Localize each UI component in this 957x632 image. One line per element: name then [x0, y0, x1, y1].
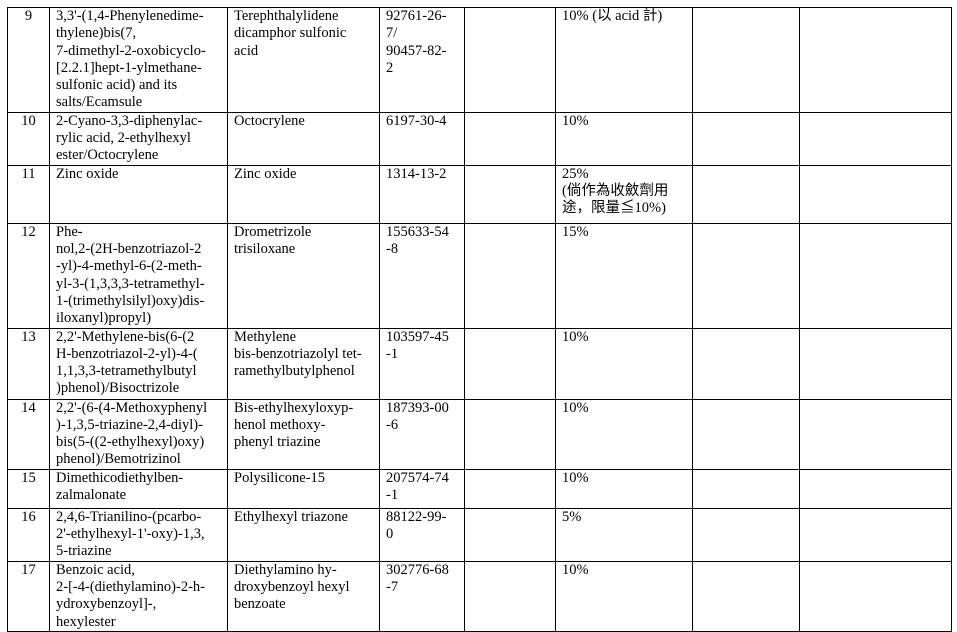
- chemical-name: 2,2'-Methylene-bis(6-(2 H-benzotriazol-2…: [49, 327, 228, 400]
- empty-cell: [692, 327, 800, 400]
- empty-cell: [692, 560, 800, 632]
- concentration-limit: 10%: [555, 398, 693, 470]
- empty-cell: [692, 111, 800, 166]
- empty-cell: [799, 327, 952, 400]
- concentration-limit: 15%: [555, 222, 693, 329]
- table-row: 15 Dimethicodiethylben- zalmalonate Polysi…: [7, 468, 952, 509]
- row-number: 12: [7, 222, 50, 329]
- cas-number: 302776-68 -7: [379, 560, 465, 632]
- cas-number: 103597-45 -1: [379, 327, 465, 400]
- inci-name: Diethylamino hy- droxybenzoyl hexyl benz…: [227, 560, 380, 632]
- row-number: 15: [7, 468, 50, 509]
- row-number: 11: [7, 164, 50, 224]
- cas-number: 187393-00 -6: [379, 398, 465, 470]
- empty-cell: [799, 398, 952, 470]
- inci-name: Bis-ethylhexyloxyp- henol methoxy- pheny…: [227, 398, 380, 470]
- concentration-limit: 10%: [555, 560, 693, 632]
- inci-name: Drometrizole trisiloxane: [227, 222, 380, 329]
- cas-number: 207574-74 -1: [379, 468, 465, 509]
- cas-number: 88122-99- 0: [379, 507, 465, 562]
- inci-name: Ethylhexyl triazone: [227, 507, 380, 562]
- empty-cell: [692, 507, 800, 562]
- chemical-name: 2-Cyano-3,3-diphenylac- rylic acid, 2-et…: [49, 111, 228, 166]
- cas-number: 1314-13-2: [379, 164, 465, 224]
- empty-cell: [799, 507, 952, 562]
- empty-cell: [799, 222, 952, 329]
- concentration-limit: 10% (以 acid 計): [555, 7, 693, 113]
- empty-cell: [692, 468, 800, 509]
- empty-cell: [799, 111, 952, 166]
- empty-cell: [692, 398, 800, 470]
- empty-cell: [464, 398, 556, 470]
- row-number: 14: [7, 398, 50, 470]
- chemical-name: Phe- nol,2-(2H-benzotriazol-2 -yl)-4-met…: [49, 222, 228, 329]
- cas-number: 92761-26- 7/ 90457-82- 2: [379, 7, 465, 113]
- table-row: 13 2,2'-Methylene-bis(6-(2 H-benzotriazol…: [7, 327, 952, 400]
- inci-name: Terephthalylidene dicamphor sulfonic aci…: [227, 7, 380, 113]
- table-row: 9 3,3'-(1,4-Phenylenedime- thylene)bis(7,…: [7, 7, 952, 113]
- concentration-limit: 10%: [555, 327, 693, 400]
- empty-cell: [799, 7, 952, 113]
- empty-cell: [464, 111, 556, 166]
- inci-name: Polysilicone-15: [227, 468, 380, 509]
- chemical-name: 3,3'-(1,4-Phenylenedime- thylene)bis(7, …: [49, 7, 228, 113]
- empty-cell: [464, 327, 556, 400]
- empty-cell: [799, 468, 952, 509]
- empty-cell: [799, 164, 952, 224]
- chemical-name: 2,2'-(6-(4-Methoxyphenyl )-1,3,5-triazin…: [49, 398, 228, 470]
- concentration-limit: 10%: [555, 468, 693, 509]
- table-row: 17 Benzoic acid, 2-[-4-(diethylamino)-2-h…: [7, 560, 952, 632]
- empty-cell: [464, 222, 556, 329]
- row-number: 10: [7, 111, 50, 166]
- concentration-limit: 10%: [555, 111, 693, 166]
- row-number: 9: [7, 7, 50, 113]
- table-row: 11 Zinc oxide Zinc oxide 1314-13-2 25% (倘作為收…: [7, 164, 952, 224]
- empty-cell: [464, 560, 556, 632]
- empty-cell: [692, 222, 800, 329]
- empty-cell: [692, 7, 800, 113]
- row-number: 17: [7, 560, 50, 632]
- empty-cell: [692, 164, 800, 224]
- row-number: 16: [7, 507, 50, 562]
- concentration-limit: 25% (倘作為收斂劑用 途，限量≦10%): [555, 164, 693, 224]
- inci-name: Methylene bis-benzotriazolyl tet- rameth…: [227, 327, 380, 400]
- cas-number: 155633-54 -8: [379, 222, 465, 329]
- empty-cell: [464, 507, 556, 562]
- cas-number: 6197-30-4: [379, 111, 465, 166]
- chemical-name: Dimethicodiethylben- zalmalonate: [49, 468, 228, 509]
- table-row: 10 2-Cyano-3,3-diphenylac- rylic acid, 2-…: [7, 111, 952, 166]
- empty-cell: [464, 468, 556, 509]
- table-row: 12 Phe- nol,2-(2H-benzotriazol-2 -yl)-4-m…: [7, 222, 952, 329]
- empty-cell: [464, 7, 556, 113]
- empty-cell: [799, 560, 952, 632]
- concentration-limit: 5%: [555, 507, 693, 562]
- inci-name: Octocrylene: [227, 111, 380, 166]
- chemical-name: Benzoic acid, 2-[-4-(diethylamino)-2-h- …: [49, 560, 228, 632]
- ingredient-table: 9 3,3'-(1,4-Phenylenedime- thylene)bis(7,…: [7, 7, 952, 632]
- empty-cell: [464, 164, 556, 224]
- chemical-name: 2,4,6-Trianilino-(pcarbo- 2'-ethylhexyl-…: [49, 507, 228, 562]
- row-number: 13: [7, 327, 50, 400]
- chemical-name: Zinc oxide: [49, 164, 228, 224]
- inci-name: Zinc oxide: [227, 164, 380, 224]
- table-row: 14 2,2'-(6-(4-Methoxyphenyl )-1,3,5-triaz…: [7, 398, 952, 470]
- table-row: 16 2,4,6-Trianilino-(pcarbo- 2'-ethylhexy…: [7, 507, 952, 562]
